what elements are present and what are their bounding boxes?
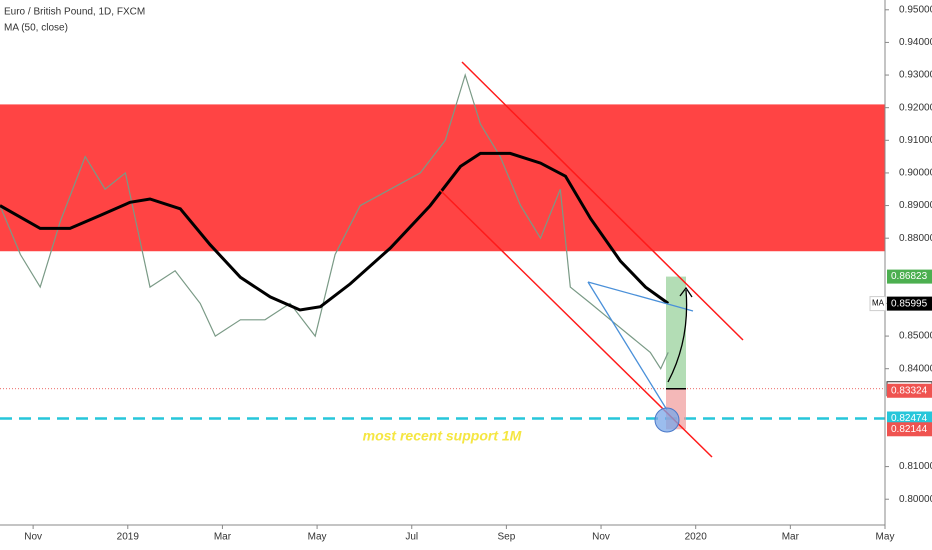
ma-line — [0, 151, 670, 312]
wedge-upper — [587, 281, 694, 312]
price-label-box — [887, 383, 932, 398]
support-circle — [654, 407, 680, 433]
x-tick-label: Mar — [214, 532, 232, 543]
price-label: 0.85995 — [891, 298, 928, 309]
ma-tag: MA — [872, 299, 885, 308]
x-tick-label: Mar — [782, 532, 800, 543]
x-tick-label: 2019 — [117, 532, 140, 543]
price-label-box — [887, 411, 932, 426]
y-tick-label: 0.88000 — [899, 233, 932, 244]
arrow-head — [679, 286, 693, 298]
x-tick-label: 2020 — [685, 532, 708, 543]
y-tick-label: 0.84000 — [899, 363, 932, 374]
y-tick-label: 0.89000 — [899, 200, 932, 211]
price-label: 0.86823 — [891, 271, 928, 282]
y-tick-label: 0.94000 — [899, 37, 932, 48]
chart-title: Euro / British Pound, 1D, FXCM — [4, 7, 145, 18]
y-tick-label: 0.91000 — [899, 135, 932, 146]
x-tick-label: May — [876, 532, 895, 543]
x-tick-label: Jul — [405, 532, 418, 543]
x-tick-label: Nov — [24, 532, 42, 543]
x-tick-label: Nov — [592, 532, 610, 543]
resistance-zone — [0, 104, 885, 252]
y-tick-label: 0.92000 — [899, 102, 932, 113]
y-tick-label: 0.93000 — [899, 70, 932, 81]
price-label: 0.82144 — [891, 424, 928, 435]
arrow-curve — [667, 289, 688, 383]
price-label-box — [887, 422, 932, 437]
ma-tag-box — [869, 296, 887, 312]
x-tick-label: Sep — [497, 532, 515, 543]
price-label-box — [887, 269, 932, 284]
indicator-label: MA (50, close) — [4, 23, 68, 34]
y-tick-label: 0.81000 — [899, 461, 932, 472]
y-tick-label: 0.85000 — [899, 331, 932, 342]
price-label: 0.82474 — [891, 413, 928, 424]
channel-upper — [461, 61, 744, 341]
under-layer: 0.95000 0.94000 0.93000 0.92000 0.91000 0.900… — [0, 4, 932, 543]
price-label-box — [887, 296, 932, 311]
main-layer — [0, 72, 670, 370]
annotation: most recent support 1M — [363, 428, 522, 444]
y-tick-label: 0.95000 — [899, 4, 932, 15]
wedge-lower — [587, 281, 668, 411]
y-tick-label: 0.80000 — [899, 494, 932, 505]
price-line — [0, 72, 669, 370]
target-box — [666, 276, 686, 389]
y-tick-label: 0.90000 — [899, 168, 932, 179]
price-label: 0.83324 — [891, 385, 928, 396]
x-tick-label: May — [308, 532, 327, 543]
